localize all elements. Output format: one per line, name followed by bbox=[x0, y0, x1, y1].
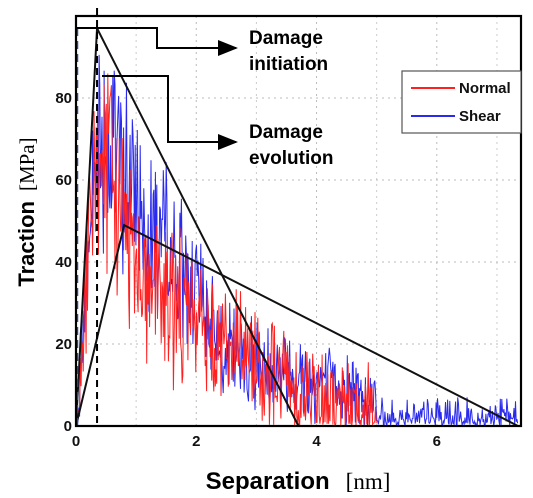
damage-initiation-annotation: Damage initiation bbox=[76, 27, 328, 75]
svg-text:Traction[MPa]: Traction [MPa] bbox=[14, 137, 39, 286]
x-axis-title-unit: [nm] bbox=[346, 469, 391, 494]
x-axis-title-main: Separation bbox=[206, 468, 330, 495]
legend-shear: Shear bbox=[459, 108, 501, 125]
x-axis-title: Separation [nm] bbox=[206, 468, 391, 495]
x-tick-label-2: 4 bbox=[312, 433, 321, 450]
y-tick-label-3: 60 bbox=[55, 172, 72, 189]
y-tick-label-4: 80 bbox=[55, 90, 72, 107]
shear-model-line bbox=[75, 223, 519, 427]
plot-frame bbox=[74, 14, 523, 428]
damage-initiation-line1: Damage bbox=[249, 28, 323, 49]
simulation-data bbox=[76, 54, 519, 426]
damage-initiation-line2: initiation bbox=[249, 54, 328, 75]
legend: Normal Shear bbox=[401, 70, 522, 134]
y-tick-label-2: 40 bbox=[55, 254, 72, 271]
damage-evolution-annotation: Damage evolution bbox=[102, 75, 333, 169]
y-axis-ticks: 0 20 40 60 80 bbox=[55, 90, 72, 435]
normal-trace bbox=[76, 73, 377, 426]
legend-normal: Normal bbox=[459, 80, 511, 97]
y-axis-title-unit: [MPa] bbox=[15, 137, 39, 191]
x-axis-ticks: 0 2 4 6 bbox=[72, 433, 441, 450]
y-tick-label-0: 0 bbox=[64, 418, 72, 435]
damage-evolution-line2: evolution bbox=[249, 148, 333, 169]
y-tick-label-1: 20 bbox=[55, 336, 72, 353]
x-tick-label-0: 0 bbox=[72, 433, 80, 450]
x-tick-label-3: 6 bbox=[433, 433, 441, 450]
y-axis-title: Traction [MPa] bbox=[14, 137, 39, 286]
y-axis-title-main: Traction bbox=[14, 201, 39, 287]
x-tick-label-1: 2 bbox=[192, 433, 200, 450]
damage-evolution-line1: Damage bbox=[249, 122, 323, 143]
